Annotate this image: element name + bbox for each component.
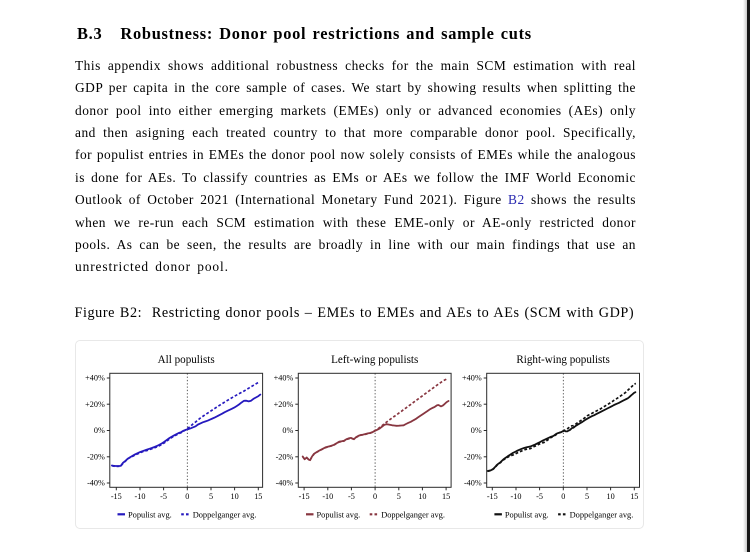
svg-text:-15: -15 xyxy=(487,492,498,501)
svg-text:Populist avg.: Populist avg. xyxy=(505,511,549,520)
svg-text:-40%: -40% xyxy=(87,479,105,488)
svg-text:5: 5 xyxy=(585,492,589,501)
svg-text:+20%: +20% xyxy=(85,400,105,409)
svg-text:-20%: -20% xyxy=(464,452,482,461)
svg-text:-15: -15 xyxy=(299,492,310,501)
svg-text:10: 10 xyxy=(231,492,239,501)
svg-text:-10: -10 xyxy=(135,492,146,501)
svg-text:+20%: +20% xyxy=(274,400,294,409)
svg-text:All populists: All populists xyxy=(158,354,215,366)
svg-text:0%: 0% xyxy=(471,426,482,435)
svg-text:Doppelganger avg.: Doppelganger avg. xyxy=(381,511,445,520)
svg-text:5: 5 xyxy=(209,492,213,501)
svg-text:0: 0 xyxy=(185,492,189,501)
svg-text:0: 0 xyxy=(373,492,377,501)
svg-text:+40%: +40% xyxy=(85,374,105,383)
svg-text:15: 15 xyxy=(254,492,262,501)
svg-text:-20%: -20% xyxy=(276,452,294,461)
svg-text:0%: 0% xyxy=(282,426,293,435)
svg-text:+40%: +40% xyxy=(274,374,294,383)
svg-text:Populist avg.: Populist avg. xyxy=(128,511,172,520)
svg-text:Populist avg.: Populist avg. xyxy=(317,511,361,520)
svg-text:15: 15 xyxy=(630,492,638,501)
svg-text:+40%: +40% xyxy=(462,374,482,383)
svg-text:Right-wing populists: Right-wing populists xyxy=(516,354,609,366)
svg-text:0%: 0% xyxy=(94,426,105,435)
svg-text:-15: -15 xyxy=(111,492,122,501)
svg-text:10: 10 xyxy=(607,492,615,501)
svg-text:-20%: -20% xyxy=(87,452,105,461)
svg-text:-10: -10 xyxy=(511,492,522,501)
svg-text:-40%: -40% xyxy=(276,479,294,488)
svg-text:-40%: -40% xyxy=(464,479,482,488)
svg-text:-5: -5 xyxy=(536,492,543,501)
svg-text:Doppelganger avg.: Doppelganger avg. xyxy=(193,511,257,520)
svg-text:-5: -5 xyxy=(348,492,355,501)
svg-text:-10: -10 xyxy=(322,492,333,501)
svg-text:-5: -5 xyxy=(160,492,167,501)
svg-text:0: 0 xyxy=(561,492,565,501)
svg-text:5: 5 xyxy=(397,492,401,501)
svg-text:10: 10 xyxy=(418,492,426,501)
svg-text:15: 15 xyxy=(442,492,450,501)
svg-text:+20%: +20% xyxy=(462,400,482,409)
svg-text:Doppelganger avg.: Doppelganger avg. xyxy=(570,511,634,520)
svg-text:Left-wing populists: Left-wing populists xyxy=(331,354,418,366)
